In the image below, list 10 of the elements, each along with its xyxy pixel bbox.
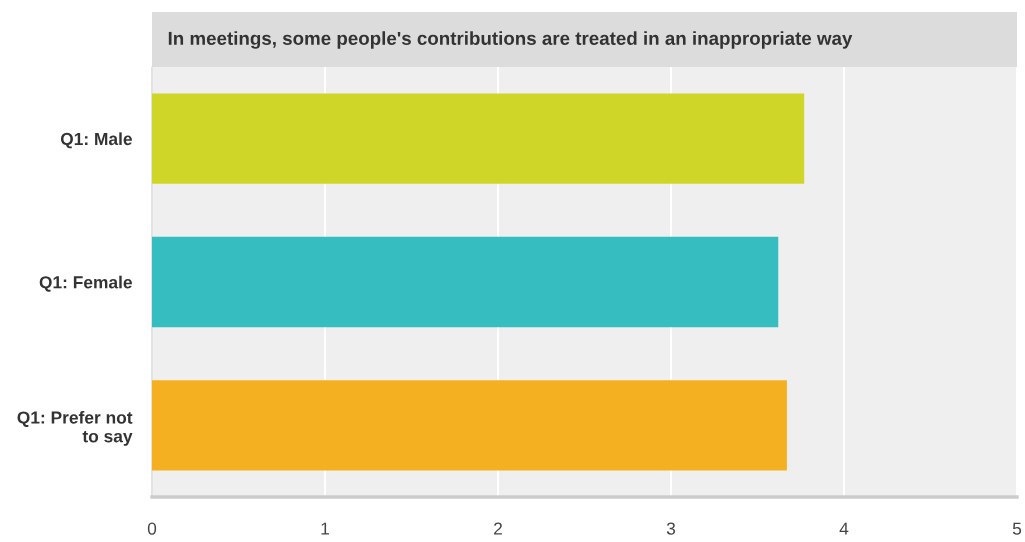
y-tick-label: Q1: Female	[39, 275, 132, 292]
chart-title: In meetings, some people's contributions are treated in an inappropriate way	[168, 31, 853, 49]
y-tick-label: Q1: Male	[60, 132, 132, 149]
x-tick-label: 5	[1012, 522, 1022, 535]
x-tick-label: 0	[147, 522, 157, 535]
x-tick-label: 2	[494, 522, 502, 535]
x-tick-label: 3	[666, 522, 676, 535]
x-tick-label: 1	[321, 522, 329, 535]
y-tick-label: Q1: Prefer not to say	[17, 410, 133, 446]
x-tick-label: 4	[839, 522, 849, 535]
